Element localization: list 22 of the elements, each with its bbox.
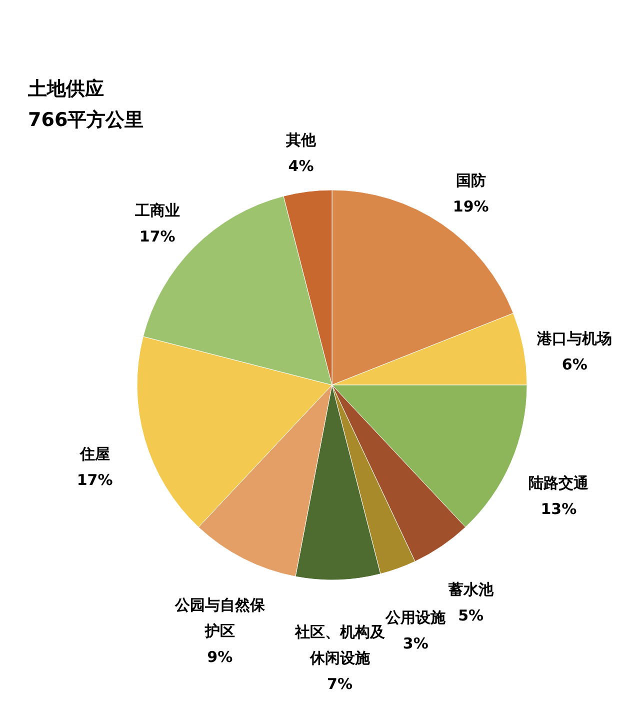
slice-label: 公园与自然保护区 xyxy=(174,596,266,640)
slice-label: 住屋 xyxy=(78,444,110,463)
slice-label: 港口与机场 xyxy=(536,330,612,348)
chart-title: 土地供应 xyxy=(27,78,104,100)
data-label: 17% xyxy=(76,470,113,489)
slice-label: 其他 xyxy=(285,130,318,149)
data-label: 3% xyxy=(402,634,428,652)
slice-label: 国防 xyxy=(456,172,486,190)
slice-label: 公用设施 xyxy=(384,608,447,626)
slice-label: 蓄水池 xyxy=(447,580,494,598)
data-label: 9% xyxy=(207,648,233,666)
data-label: 19% xyxy=(452,198,489,216)
slice-label: 社区、机构及休闲设施 xyxy=(294,622,386,667)
slice-label: 工商业 xyxy=(134,201,180,220)
data-label: 5% xyxy=(458,606,484,624)
data-label: 4% xyxy=(288,156,314,175)
data-label: 6% xyxy=(562,356,588,374)
data-label: 13% xyxy=(540,500,577,518)
data-label: 7% xyxy=(327,674,352,693)
chart-subtitle: 766平方公里 xyxy=(28,109,144,131)
data-label: 17% xyxy=(139,227,176,246)
slice-label: 陆路交通 xyxy=(528,474,590,492)
